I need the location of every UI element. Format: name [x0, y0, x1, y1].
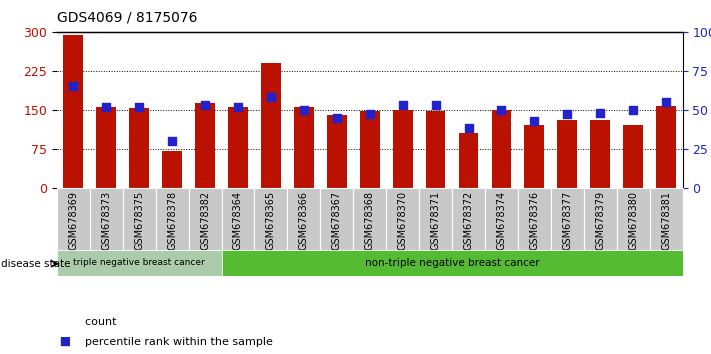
- Text: GSM678382: GSM678382: [200, 191, 210, 250]
- Bar: [287, 188, 321, 250]
- Text: count: count: [78, 317, 117, 327]
- Bar: [551, 188, 584, 250]
- Bar: [255, 188, 287, 250]
- Text: GSM678372: GSM678372: [464, 191, 474, 250]
- Bar: [656, 105, 676, 188]
- Text: non-triple negative breast cancer: non-triple negative breast cancer: [365, 258, 540, 268]
- Text: GSM678376: GSM678376: [530, 191, 540, 250]
- Text: GSM678381: GSM678381: [661, 191, 671, 250]
- Point: [397, 102, 408, 108]
- Point: [100, 104, 112, 109]
- Bar: [624, 125, 643, 188]
- Point: [463, 126, 474, 131]
- Bar: [57, 250, 222, 276]
- Bar: [327, 115, 347, 188]
- Bar: [123, 188, 156, 250]
- Point: [298, 107, 309, 113]
- Bar: [228, 107, 248, 188]
- Bar: [491, 110, 511, 188]
- Point: [68, 84, 79, 89]
- Text: GSM678364: GSM678364: [233, 191, 243, 250]
- Text: GSM678368: GSM678368: [365, 191, 375, 250]
- Bar: [353, 188, 386, 250]
- Bar: [557, 120, 577, 188]
- Bar: [419, 188, 452, 250]
- Bar: [90, 188, 123, 250]
- Text: GSM678365: GSM678365: [266, 191, 276, 250]
- Bar: [57, 188, 90, 250]
- Point: [364, 112, 375, 117]
- Bar: [452, 188, 485, 250]
- Text: GSM678369: GSM678369: [68, 191, 78, 250]
- Bar: [97, 107, 116, 188]
- Bar: [518, 188, 551, 250]
- Point: [661, 99, 672, 105]
- Bar: [360, 111, 380, 188]
- Bar: [188, 188, 222, 250]
- Bar: [129, 108, 149, 188]
- Point: [496, 107, 507, 113]
- Bar: [386, 188, 419, 250]
- Text: GSM678370: GSM678370: [397, 191, 407, 250]
- Point: [265, 95, 277, 100]
- Text: GDS4069 / 8175076: GDS4069 / 8175076: [57, 11, 198, 25]
- Text: GSM678371: GSM678371: [431, 191, 441, 250]
- Text: GSM678374: GSM678374: [496, 191, 506, 250]
- Bar: [321, 188, 353, 250]
- Point: [331, 115, 343, 120]
- Bar: [616, 188, 650, 250]
- Point: [430, 102, 442, 108]
- Bar: [525, 125, 544, 188]
- Bar: [196, 103, 215, 188]
- Text: GSM678380: GSM678380: [628, 191, 638, 250]
- Text: GSM678367: GSM678367: [332, 191, 342, 250]
- Text: GSM678379: GSM678379: [595, 191, 605, 250]
- Bar: [222, 250, 683, 276]
- Point: [98, 298, 109, 304]
- Bar: [650, 188, 683, 250]
- Point: [232, 104, 244, 109]
- Bar: [261, 63, 281, 188]
- Text: GSM678373: GSM678373: [101, 191, 112, 250]
- Bar: [426, 111, 446, 188]
- Bar: [485, 188, 518, 250]
- Bar: [392, 110, 412, 188]
- Bar: [294, 107, 314, 188]
- Bar: [162, 151, 182, 188]
- Point: [134, 104, 145, 109]
- Bar: [590, 120, 610, 188]
- Bar: [63, 35, 83, 188]
- Point: [166, 138, 178, 144]
- Bar: [156, 188, 188, 250]
- Text: GSM678378: GSM678378: [167, 191, 177, 250]
- Text: GSM678366: GSM678366: [299, 191, 309, 250]
- Bar: [459, 133, 479, 188]
- Point: [594, 110, 606, 116]
- Point: [529, 118, 540, 124]
- Bar: [584, 188, 616, 250]
- Text: disease state: disease state: [1, 259, 71, 269]
- Text: triple negative breast cancer: triple negative breast cancer: [73, 258, 205, 267]
- Text: GSM678375: GSM678375: [134, 191, 144, 250]
- Bar: [222, 188, 255, 250]
- Text: percentile rank within the sample: percentile rank within the sample: [78, 337, 273, 347]
- Text: GSM678377: GSM678377: [562, 191, 572, 250]
- Point: [628, 107, 639, 113]
- Point: [562, 112, 573, 117]
- Point: [199, 102, 210, 108]
